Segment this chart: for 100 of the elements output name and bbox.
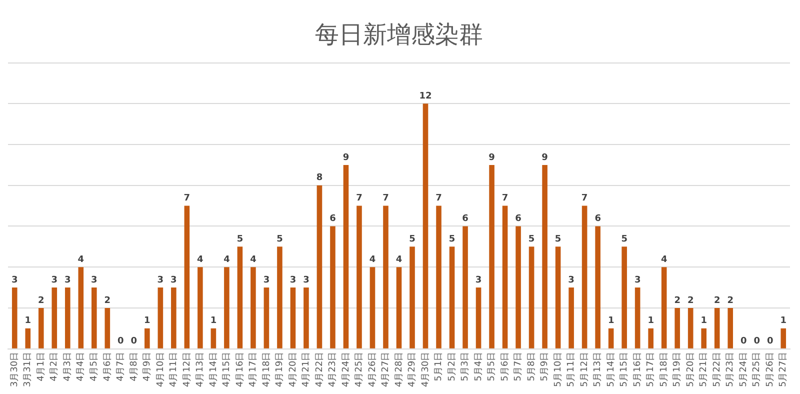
x-tick-label: 4月4日 (76, 352, 86, 382)
x-tick-label: 5月25日 (752, 352, 762, 388)
x-tick-label: 4月22日 (314, 352, 325, 388)
data-label: 0 (118, 336, 124, 347)
data-label: 2 (714, 296, 720, 306)
bar (410, 246, 415, 348)
data-label: 6 (462, 214, 468, 224)
x-tick-label: 5月3日 (460, 352, 471, 382)
x-tick-label: 5月2日 (447, 352, 458, 382)
x-tick-label: 4月2日 (50, 352, 60, 382)
x-tick-label: 5月16日 (632, 352, 643, 388)
data-label: 1 (144, 316, 150, 326)
bar (290, 288, 296, 348)
data-label: 1 (700, 316, 707, 326)
x-tick-label: 5月13日 (593, 352, 604, 388)
bar (622, 246, 627, 348)
data-label: 2 (104, 296, 111, 306)
data-label: 1 (780, 316, 787, 326)
x-tick-label: 5月11日 (566, 352, 577, 388)
bar (688, 308, 694, 348)
data-label: 3 (51, 275, 58, 286)
bar (449, 246, 455, 348)
x-tick-label: 5月15日 (620, 352, 630, 388)
data-label: 3 (568, 275, 574, 286)
data-label: 9 (488, 152, 495, 163)
bar (422, 104, 428, 348)
bar (674, 308, 680, 348)
data-label: 2 (38, 296, 44, 306)
x-tick-label: 5月18日 (659, 352, 670, 388)
data-label: 6 (594, 214, 601, 224)
x-tick-label: 5月22日 (712, 352, 722, 388)
data-label: 9 (542, 152, 548, 163)
bar (436, 206, 442, 348)
x-tick-label: 4月24日 (341, 352, 352, 388)
data-label: 4 (369, 254, 376, 265)
bar (396, 267, 402, 348)
x-tick-label: 4月29日 (408, 352, 418, 388)
bar (184, 206, 190, 348)
bar (316, 185, 322, 348)
x-tick-label: 4月3日 (62, 352, 73, 382)
x-tick-label: 4月1日 (36, 352, 46, 382)
data-label: 6 (330, 214, 336, 224)
data-label: 3 (634, 275, 641, 286)
x-tick-label: 4月19日 (275, 352, 286, 388)
x-tick-label: 4月16日 (235, 352, 246, 388)
data-label: 2 (727, 296, 734, 306)
data-label: 5 (554, 234, 562, 245)
x-tick-label: 5月23日 (726, 352, 736, 388)
bar (144, 328, 150, 348)
x-tick-label: 4月26日 (368, 352, 378, 388)
data-label: 7 (436, 194, 442, 204)
x-tick-label: 5月14日 (606, 352, 616, 388)
bar (608, 328, 614, 348)
data-label: 3 (91, 275, 98, 286)
x-tick-label: 5月7日 (514, 352, 524, 382)
x-tick-label: 4月13日 (196, 352, 206, 388)
bar (264, 288, 270, 348)
bar (516, 226, 521, 348)
bar (64, 288, 70, 348)
bar (343, 164, 349, 348)
bar (237, 246, 243, 348)
data-label: 4 (224, 254, 230, 265)
x-tick-label: 5月26日 (765, 352, 776, 388)
bar (224, 267, 230, 348)
data-label: 7 (356, 194, 362, 204)
x-tick-label: 4月14日 (208, 352, 219, 388)
x-tick-label: 4月8日 (129, 352, 140, 382)
data-label: 7 (184, 194, 190, 204)
bar (568, 288, 574, 348)
x-tick-label: 4月23日 (328, 352, 338, 388)
data-label: 0 (766, 336, 774, 347)
data-label: 6 (515, 214, 522, 224)
bar (780, 328, 786, 348)
x-tick-label: 4月21日 (302, 352, 312, 388)
x-tick-label: 5月17日 (646, 352, 656, 388)
bar (528, 246, 534, 348)
x-tick-label: 5月19日 (672, 352, 683, 388)
x-tick-label: 5月12日 (580, 352, 590, 388)
data-label: 3 (303, 275, 310, 286)
bar (210, 328, 216, 348)
data-label: 8 (316, 173, 323, 184)
data-label: 4 (250, 254, 256, 265)
bar (12, 288, 18, 348)
x-tick-label: 4月9日 (142, 352, 153, 382)
bar (555, 246, 561, 348)
data-label: 3 (263, 275, 270, 286)
bar (370, 267, 376, 348)
x-tick-label: 5月5日 (487, 352, 498, 382)
bar (52, 288, 58, 348)
data-label: 3 (64, 275, 71, 286)
bar (383, 206, 388, 348)
bar (728, 308, 734, 348)
data-label: 3 (157, 275, 164, 286)
x-tick-label: 4月17日 (248, 352, 259, 388)
bar (198, 267, 203, 348)
data-label: 5 (409, 234, 416, 245)
x-tick-label: 4月28日 (394, 352, 404, 388)
x-tick-label: 5月27日 (778, 352, 789, 388)
bar (661, 267, 667, 348)
data-label: 5 (236, 234, 244, 245)
